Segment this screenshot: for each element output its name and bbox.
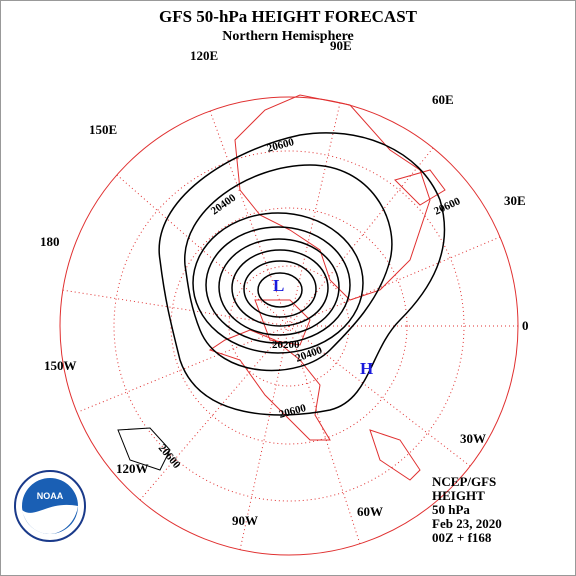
contour-label: 20200: [272, 339, 300, 351]
lon-label: 120W: [116, 461, 149, 476]
lon-label: 180: [40, 234, 60, 249]
info-line: Feb 23, 2020: [432, 516, 502, 531]
contours: [158, 132, 446, 416]
info-line: 50 hPa: [432, 502, 470, 517]
logo-text: NOAA: [37, 491, 64, 501]
lon-label: 30E: [504, 193, 526, 208]
lon-label: 150W: [44, 358, 77, 373]
info-block: NCEP/GFS HEIGHT 50 hPa Feb 23, 2020 00Z …: [432, 474, 502, 545]
info-line: 00Z + f168: [432, 530, 492, 545]
subtitle: Northern Hemisphere: [222, 29, 354, 44]
longitude-labels: 90E 60E 30E 0 30W 60W 90W 120W 150W 180 …: [40, 38, 529, 528]
lon-label: 90E: [330, 38, 352, 53]
graticule: [59, 96, 519, 556]
lon-label: 30W: [460, 431, 486, 446]
coastlines: [117, 94, 446, 481]
info-line: HEIGHT: [432, 488, 485, 503]
noaa-logo: NOAA: [14, 470, 86, 542]
low-center: L: [273, 276, 284, 295]
lon-label: 120E: [190, 48, 218, 63]
lon-label: 90W: [232, 513, 258, 528]
info-line: NCEP/GFS: [432, 474, 496, 489]
lon-label: 60E: [432, 92, 454, 107]
lon-label: 60W: [357, 504, 383, 519]
high-center: H: [360, 359, 373, 378]
lon-label: 0: [522, 318, 529, 333]
title: GFS 50-hPa HEIGHT FORECAST: [159, 7, 418, 26]
lon-label: 150E: [89, 122, 117, 137]
